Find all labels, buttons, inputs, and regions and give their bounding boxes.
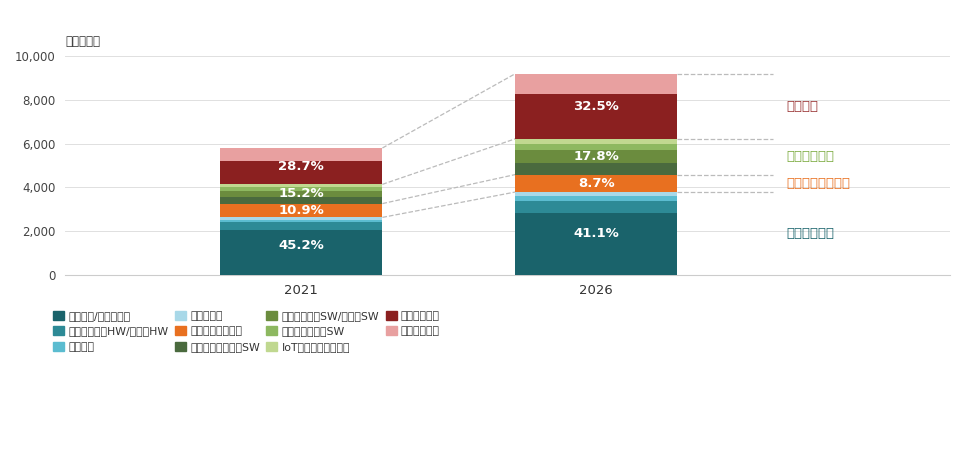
Bar	[515, 94, 677, 139]
Bar	[515, 201, 677, 213]
Bar	[220, 222, 382, 230]
Legend: センサー/モジュール, セキュリティHW/その他HW, サーバー, ストレージ, コネクティビティ, アプリケーションSW, セキュリティSW/その他SW, ア: センサー/モジュール, セキュリティHW/その他HW, サーバー, ストレージ,…	[53, 310, 440, 352]
Text: 45.2%: 45.2%	[279, 240, 324, 253]
Bar	[220, 230, 382, 274]
Text: （十億円）: （十億円）	[66, 34, 100, 48]
Text: サービス: サービス	[786, 100, 818, 113]
Bar	[515, 197, 677, 201]
Text: 32.5%: 32.5%	[573, 100, 620, 113]
Bar	[515, 144, 677, 151]
Bar	[515, 151, 677, 163]
Bar	[515, 192, 677, 197]
Bar	[515, 74, 677, 94]
Text: 15.2%: 15.2%	[279, 187, 324, 200]
Text: 8.7%: 8.7%	[578, 177, 615, 190]
Bar	[220, 187, 382, 191]
Text: ハードウェア: ハードウェア	[786, 227, 835, 240]
Bar	[515, 213, 677, 274]
Bar	[220, 204, 382, 217]
Text: ソフトウェア: ソフトウェア	[786, 150, 835, 163]
Bar	[515, 175, 677, 192]
Bar	[220, 185, 382, 187]
Bar	[220, 197, 382, 204]
Bar	[515, 139, 677, 144]
Bar	[220, 191, 382, 197]
Bar	[220, 217, 382, 220]
Text: 17.8%: 17.8%	[573, 150, 620, 163]
Bar	[515, 163, 677, 175]
Text: 10.9%: 10.9%	[279, 204, 324, 217]
Text: 28.7%: 28.7%	[279, 160, 324, 173]
Text: コネクティビティ: コネクティビティ	[786, 177, 850, 190]
Bar	[220, 220, 382, 222]
Bar	[220, 148, 382, 161]
Text: 41.1%: 41.1%	[573, 227, 620, 240]
Bar	[220, 161, 382, 185]
